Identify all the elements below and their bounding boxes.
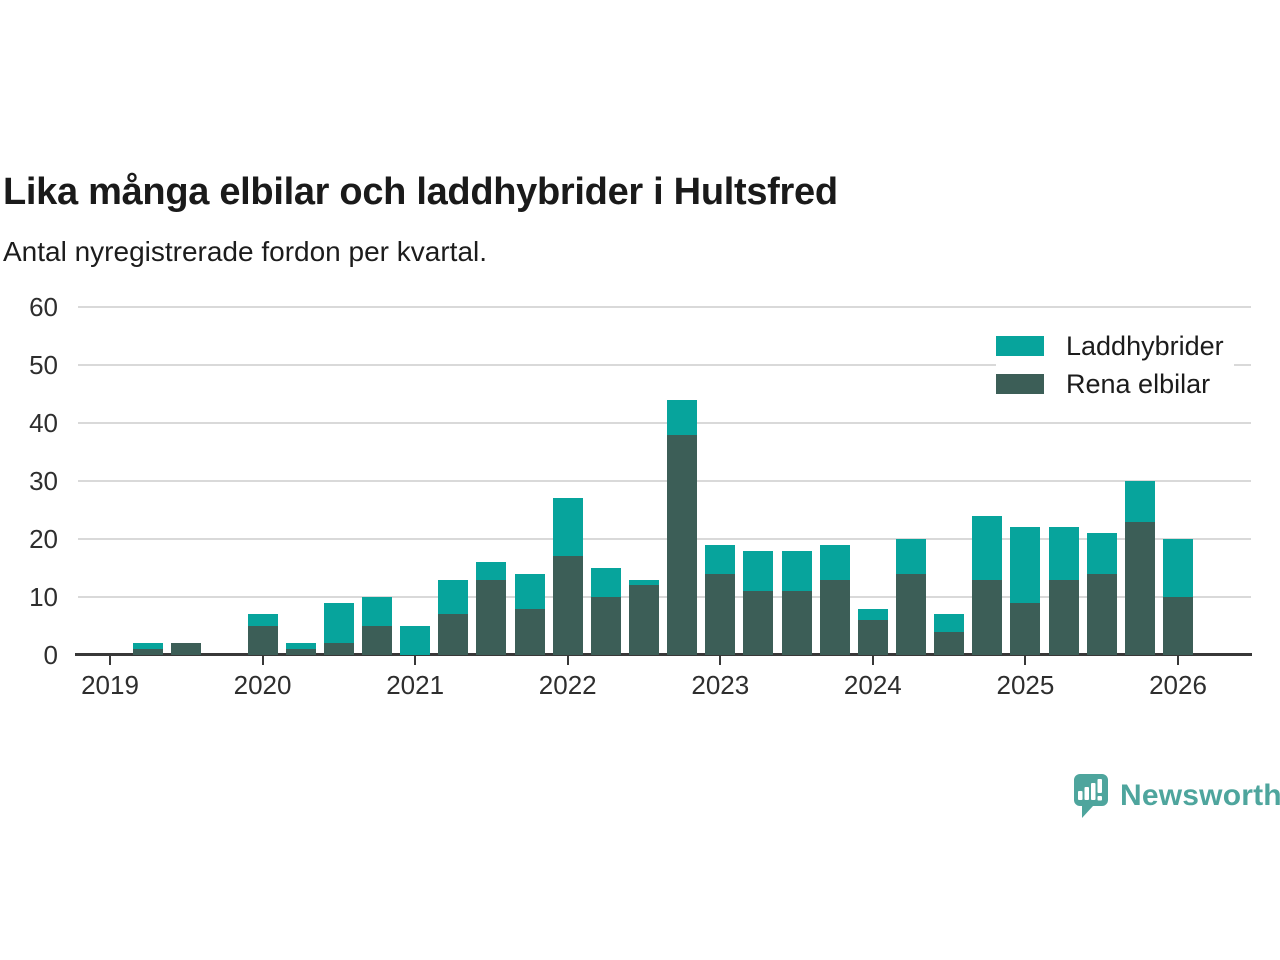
- bar-segment-rena-elbilar: [1163, 597, 1193, 655]
- x-axis-tick: [261, 656, 264, 665]
- y-gridline-30: [78, 480, 1251, 482]
- chart-subtitle: Antal nyregistrerade fordon per kvartal.: [3, 236, 488, 267]
- bar-segment-rena-elbilar: [781, 591, 812, 655]
- y-gridline-10: [78, 596, 1251, 598]
- x-axis-tick-label: 2021: [386, 670, 445, 700]
- bar-segment-rena-elbilar: [972, 579, 1003, 655]
- bar-segment-rena-elbilar: [1048, 579, 1079, 655]
- bar-segment-rena-elbilar: [705, 573, 736, 655]
- y-gridline-50: [78, 364, 1251, 366]
- bar-segment-laddhybrider: [438, 579, 469, 615]
- bar-segment-laddhybrider: [285, 643, 316, 650]
- x-axis-tick: [871, 656, 874, 665]
- legend-label: Laddhybrider: [1066, 330, 1224, 361]
- legend-item-rena-elbilar: Rena elbilar: [996, 365, 1234, 403]
- x-axis-tick: [719, 656, 722, 665]
- newsworthy-branding: Newsworthy: [1070, 772, 1280, 820]
- bar-segment-laddhybrider: [1010, 527, 1041, 603]
- bar-segment-laddhybrider: [476, 562, 507, 580]
- bar-segment-laddhybrider: [629, 579, 659, 586]
- bar-segment-rena-elbilar: [552, 556, 583, 655]
- bar-segment-laddhybrider: [743, 550, 774, 592]
- chart-legend: Laddhybrider Rena elbilar: [996, 327, 1234, 403]
- y-axis-tick-label: 10: [29, 582, 58, 612]
- chart-title: Lika många elbilar och laddhybrider i Hu…: [3, 171, 838, 214]
- x-axis-tick-label: 2026: [1149, 670, 1207, 700]
- x-axis-tick: [566, 656, 569, 665]
- y-gridline-60: [78, 306, 1251, 308]
- bar-segment-laddhybrider: [514, 573, 545, 609]
- bar-segment-laddhybrider: [781, 550, 812, 592]
- y-axis-tick-label: 30: [29, 466, 58, 496]
- y-axis-tick-label: 40: [29, 408, 58, 438]
- legend-swatch-icon: [996, 336, 1044, 356]
- x-axis-tick-label: 2020: [233, 670, 292, 700]
- newsworthy-wordmark: Newsworthy: [1120, 779, 1280, 812]
- y-gridline-20: [78, 538, 1251, 540]
- y-gridline-40: [78, 422, 1251, 424]
- bar-segment-rena-elbilar: [667, 434, 698, 655]
- x-axis-tick-label: 2024: [843, 670, 902, 700]
- x-axis-tick-label: 2022: [538, 670, 597, 700]
- y-axis-tick-label: 0: [43, 640, 58, 670]
- bar-segment-rena-elbilar: [590, 597, 621, 655]
- bar-segment-laddhybrider: [934, 614, 965, 632]
- newsworthy-logo-icon: [1074, 774, 1108, 818]
- bar-segment-rena-elbilar: [438, 614, 469, 655]
- bar-segment-rena-elbilar: [133, 649, 164, 655]
- x-axis-tick: [1024, 656, 1027, 665]
- x-axis-tick-label: 2023: [691, 670, 750, 700]
- bar-segment-laddhybrider: [1163, 539, 1193, 597]
- bar-segment-laddhybrider: [323, 602, 354, 644]
- bar-segment-laddhybrider: [1124, 481, 1155, 522]
- y-axis-tick-label: 50: [29, 350, 58, 380]
- bar-segment-rena-elbilar: [1010, 602, 1041, 655]
- bar-segment-laddhybrider: [1048, 527, 1079, 580]
- bar-segment-laddhybrider: [667, 399, 698, 435]
- bar-segment-rena-elbilar: [362, 626, 392, 655]
- bar-segment-laddhybrider: [133, 643, 164, 650]
- bar-segment-rena-elbilar: [819, 579, 850, 655]
- x-axis-tick: [109, 656, 111, 665]
- bar-segment-rena-elbilar: [323, 643, 354, 655]
- legend-swatch-icon: [996, 374, 1044, 394]
- bar-segment-laddhybrider: [896, 539, 926, 574]
- y-axis-tick-label: 60: [29, 292, 58, 322]
- bar-segment-rena-elbilar: [934, 631, 965, 655]
- bar-segment-laddhybrider: [552, 498, 583, 557]
- y-axis-tick-label: 20: [29, 524, 58, 554]
- legend-item-laddhybrider: Laddhybrider: [996, 327, 1234, 365]
- x-axis-tick: [414, 656, 417, 665]
- legend-label: Rena elbilar: [1066, 368, 1211, 399]
- bar-segment-rena-elbilar: [514, 608, 545, 655]
- bar-segment-laddhybrider: [857, 608, 888, 621]
- bar-segment-rena-elbilar: [1086, 573, 1117, 655]
- x-axis-line: [75, 653, 1252, 656]
- bar-segment-laddhybrider: [400, 626, 431, 655]
- bar-segment-rena-elbilar: [476, 579, 507, 655]
- bar-segment-rena-elbilar: [857, 620, 888, 655]
- bar-segment-laddhybrider: [819, 544, 850, 580]
- bar-segment-laddhybrider: [362, 597, 392, 626]
- bar-segment-laddhybrider: [590, 568, 621, 597]
- bar-segment-laddhybrider: [705, 544, 736, 574]
- bar-segment-rena-elbilar: [743, 591, 774, 655]
- bar-segment-rena-elbilar: [285, 649, 316, 655]
- x-axis-tick-label: 2025: [996, 670, 1055, 700]
- bar-segment-laddhybrider: [247, 614, 278, 626]
- bar-segment-laddhybrider: [972, 515, 1003, 580]
- bar-segment-rena-elbilar: [1124, 521, 1155, 655]
- x-axis-tick: [1177, 656, 1179, 665]
- bar-segment-rena-elbilar: [171, 643, 202, 655]
- x-axis-tick-label: 2019: [81, 670, 139, 700]
- bar-segment-rena-elbilar: [896, 573, 926, 655]
- bar-segment-laddhybrider: [1086, 533, 1117, 574]
- bar-segment-rena-elbilar: [247, 626, 278, 655]
- bar-segment-rena-elbilar: [629, 585, 659, 655]
